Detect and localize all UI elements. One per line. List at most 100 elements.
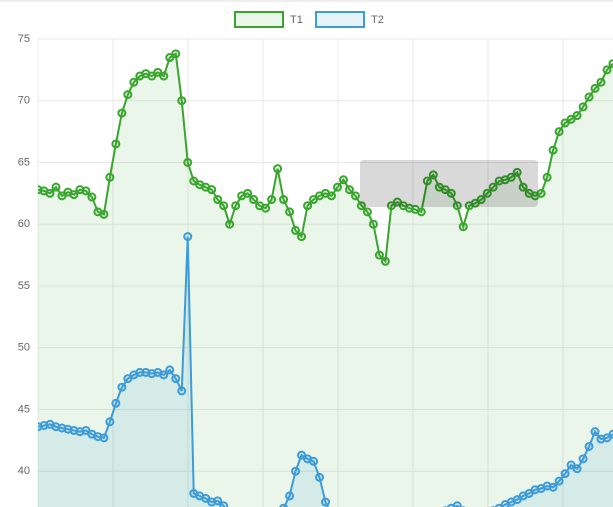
point [518, 182, 528, 192]
point [207, 185, 217, 195]
grid: 40 45 50 55 60 65 70 75 [18, 33, 613, 507]
point [171, 49, 181, 59]
point [111, 139, 121, 149]
point [380, 256, 390, 266]
point [332, 182, 342, 192]
point [123, 90, 133, 100]
legend-swatch [315, 11, 365, 28]
point [572, 464, 582, 474]
point [416, 207, 426, 217]
point [315, 472, 325, 482]
point [548, 482, 558, 492]
point [279, 503, 288, 507]
point [344, 185, 354, 195]
point [356, 201, 366, 211]
point [309, 456, 319, 466]
point [249, 195, 259, 205]
point [243, 188, 253, 198]
point [105, 172, 115, 182]
point [99, 209, 109, 219]
point [428, 170, 438, 180]
point [183, 232, 193, 242]
point [267, 195, 277, 205]
point [273, 164, 283, 174]
point [326, 191, 336, 201]
point [584, 441, 594, 451]
point [231, 201, 241, 211]
point [99, 433, 109, 443]
area [38, 236, 613, 507]
point [51, 182, 61, 192]
point [368, 219, 378, 229]
y-tick-label: 75 [18, 33, 30, 45]
point [171, 374, 181, 384]
point [452, 501, 462, 507]
point [45, 188, 55, 198]
point [512, 167, 522, 177]
point [350, 191, 360, 201]
point [285, 207, 295, 217]
point [488, 182, 498, 192]
line [38, 52, 613, 264]
point [165, 365, 175, 375]
y-tick-label: 70 [18, 95, 30, 107]
point [554, 476, 564, 486]
point [213, 496, 223, 506]
point [536, 188, 546, 198]
point [183, 157, 193, 167]
point [297, 232, 307, 242]
point [590, 83, 600, 93]
point [590, 427, 600, 437]
point [476, 195, 486, 205]
point [69, 190, 79, 200]
point [111, 398, 121, 408]
point [291, 466, 301, 476]
point [177, 386, 187, 396]
point [291, 225, 301, 235]
point [285, 491, 295, 501]
point [572, 111, 582, 121]
point [279, 195, 289, 205]
point [548, 145, 558, 155]
point [452, 201, 462, 211]
point [584, 92, 594, 102]
y-tick-label: 65 [18, 156, 30, 168]
point [129, 77, 139, 87]
point [105, 417, 115, 427]
point [159, 370, 169, 380]
point [159, 71, 169, 81]
legend-label: T1 [290, 14, 303, 26]
point [458, 222, 468, 232]
point [303, 201, 313, 211]
point [117, 382, 127, 392]
point [446, 188, 456, 198]
point [554, 127, 564, 137]
y-tick-label: 55 [18, 280, 30, 292]
tooltip [360, 160, 538, 207]
plot-area [38, 49, 613, 507]
point [321, 497, 330, 507]
point [374, 250, 384, 260]
point [362, 207, 372, 217]
y-tick-label: 40 [18, 465, 30, 477]
point [213, 195, 223, 205]
point [578, 102, 588, 112]
line [38, 236, 613, 507]
point [225, 219, 235, 229]
y-tick-label: 45 [18, 403, 30, 415]
point [219, 501, 229, 507]
legend-swatch [234, 11, 284, 28]
point [608, 59, 613, 69]
point [135, 367, 145, 377]
point [219, 201, 229, 211]
point [560, 469, 570, 479]
y-tick-label: 50 [18, 342, 30, 354]
point [608, 429, 613, 439]
point [177, 96, 187, 106]
point [81, 186, 91, 196]
point [261, 203, 271, 213]
point [422, 176, 432, 186]
point [542, 172, 552, 182]
y-tick-label: 60 [18, 218, 30, 230]
